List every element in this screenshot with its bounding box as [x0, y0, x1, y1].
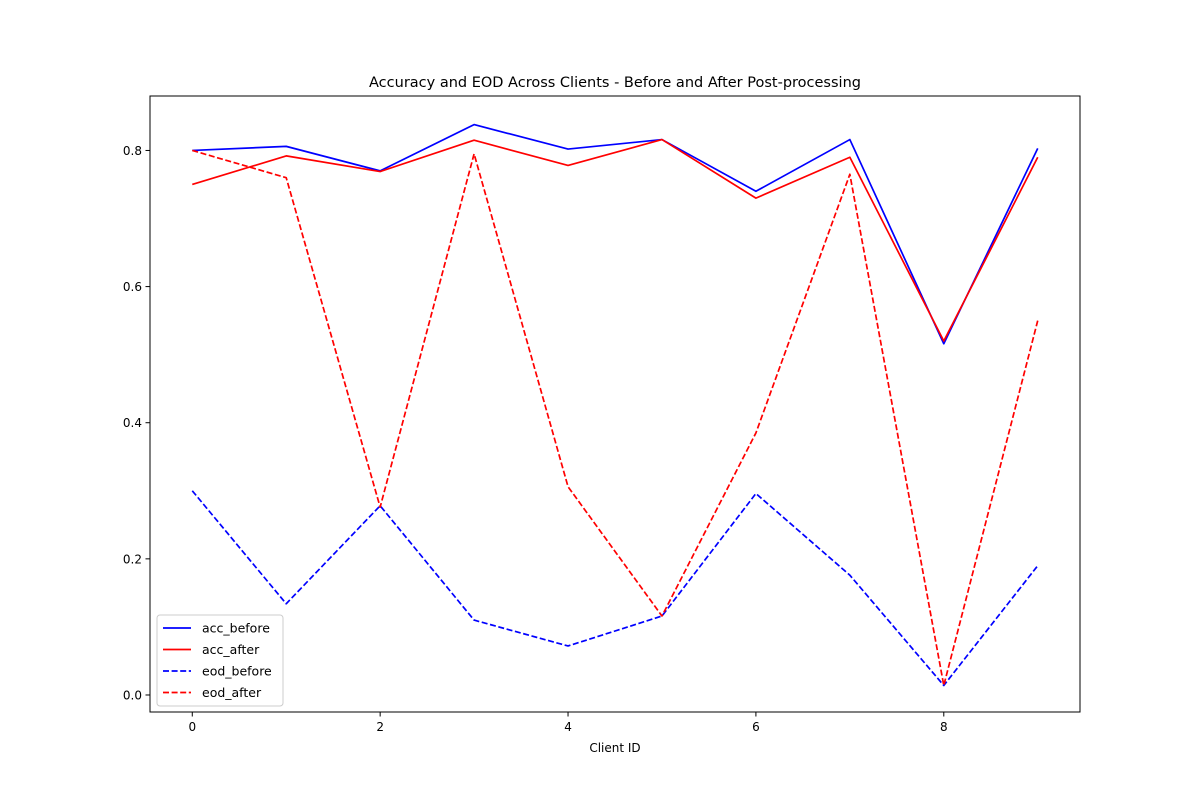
x-tick-label: 0: [188, 720, 196, 734]
chart-title: Accuracy and EOD Across Clients - Before…: [369, 75, 861, 91]
legend-label-acc-after: acc_after: [202, 642, 260, 657]
series-line-eod-before: [191, 490, 1039, 687]
y-axis-ticks: 0.0 0.2 0.4 0.6 0.8: [123, 144, 150, 702]
y-tick-label: 0.8: [123, 144, 142, 158]
x-axis-ticks: 0 2 4 6 8: [188, 712, 948, 734]
legend-label-eod-after: eod_after: [202, 685, 262, 700]
x-tick-label: 2: [376, 720, 384, 734]
legend: acc_before acc_after eod_before eod_after: [156, 614, 284, 707]
y-tick-label: 0.4: [123, 416, 142, 430]
y-tick-label: 0.2: [123, 552, 142, 566]
x-axis-label: Client ID: [589, 741, 640, 755]
legend-label-eod-before: eod_before: [202, 664, 272, 679]
legend-box: [156, 614, 284, 707]
series-layer: [191, 123, 1039, 687]
x-tick-label: 6: [752, 720, 760, 734]
y-tick-label: 0.6: [123, 280, 142, 294]
series-line-acc-after: [192, 138, 1039, 342]
y-tick-label: 0.0: [123, 688, 142, 702]
legend-label-acc-before: acc_before: [202, 621, 270, 636]
x-tick-label: 8: [940, 720, 948, 734]
x-tick-label: 4: [564, 720, 572, 734]
series-line-acc-before: [192, 123, 1039, 345]
series-line-eod-after: [192, 149, 1039, 687]
plot-area-frame: [149, 95, 1081, 713]
